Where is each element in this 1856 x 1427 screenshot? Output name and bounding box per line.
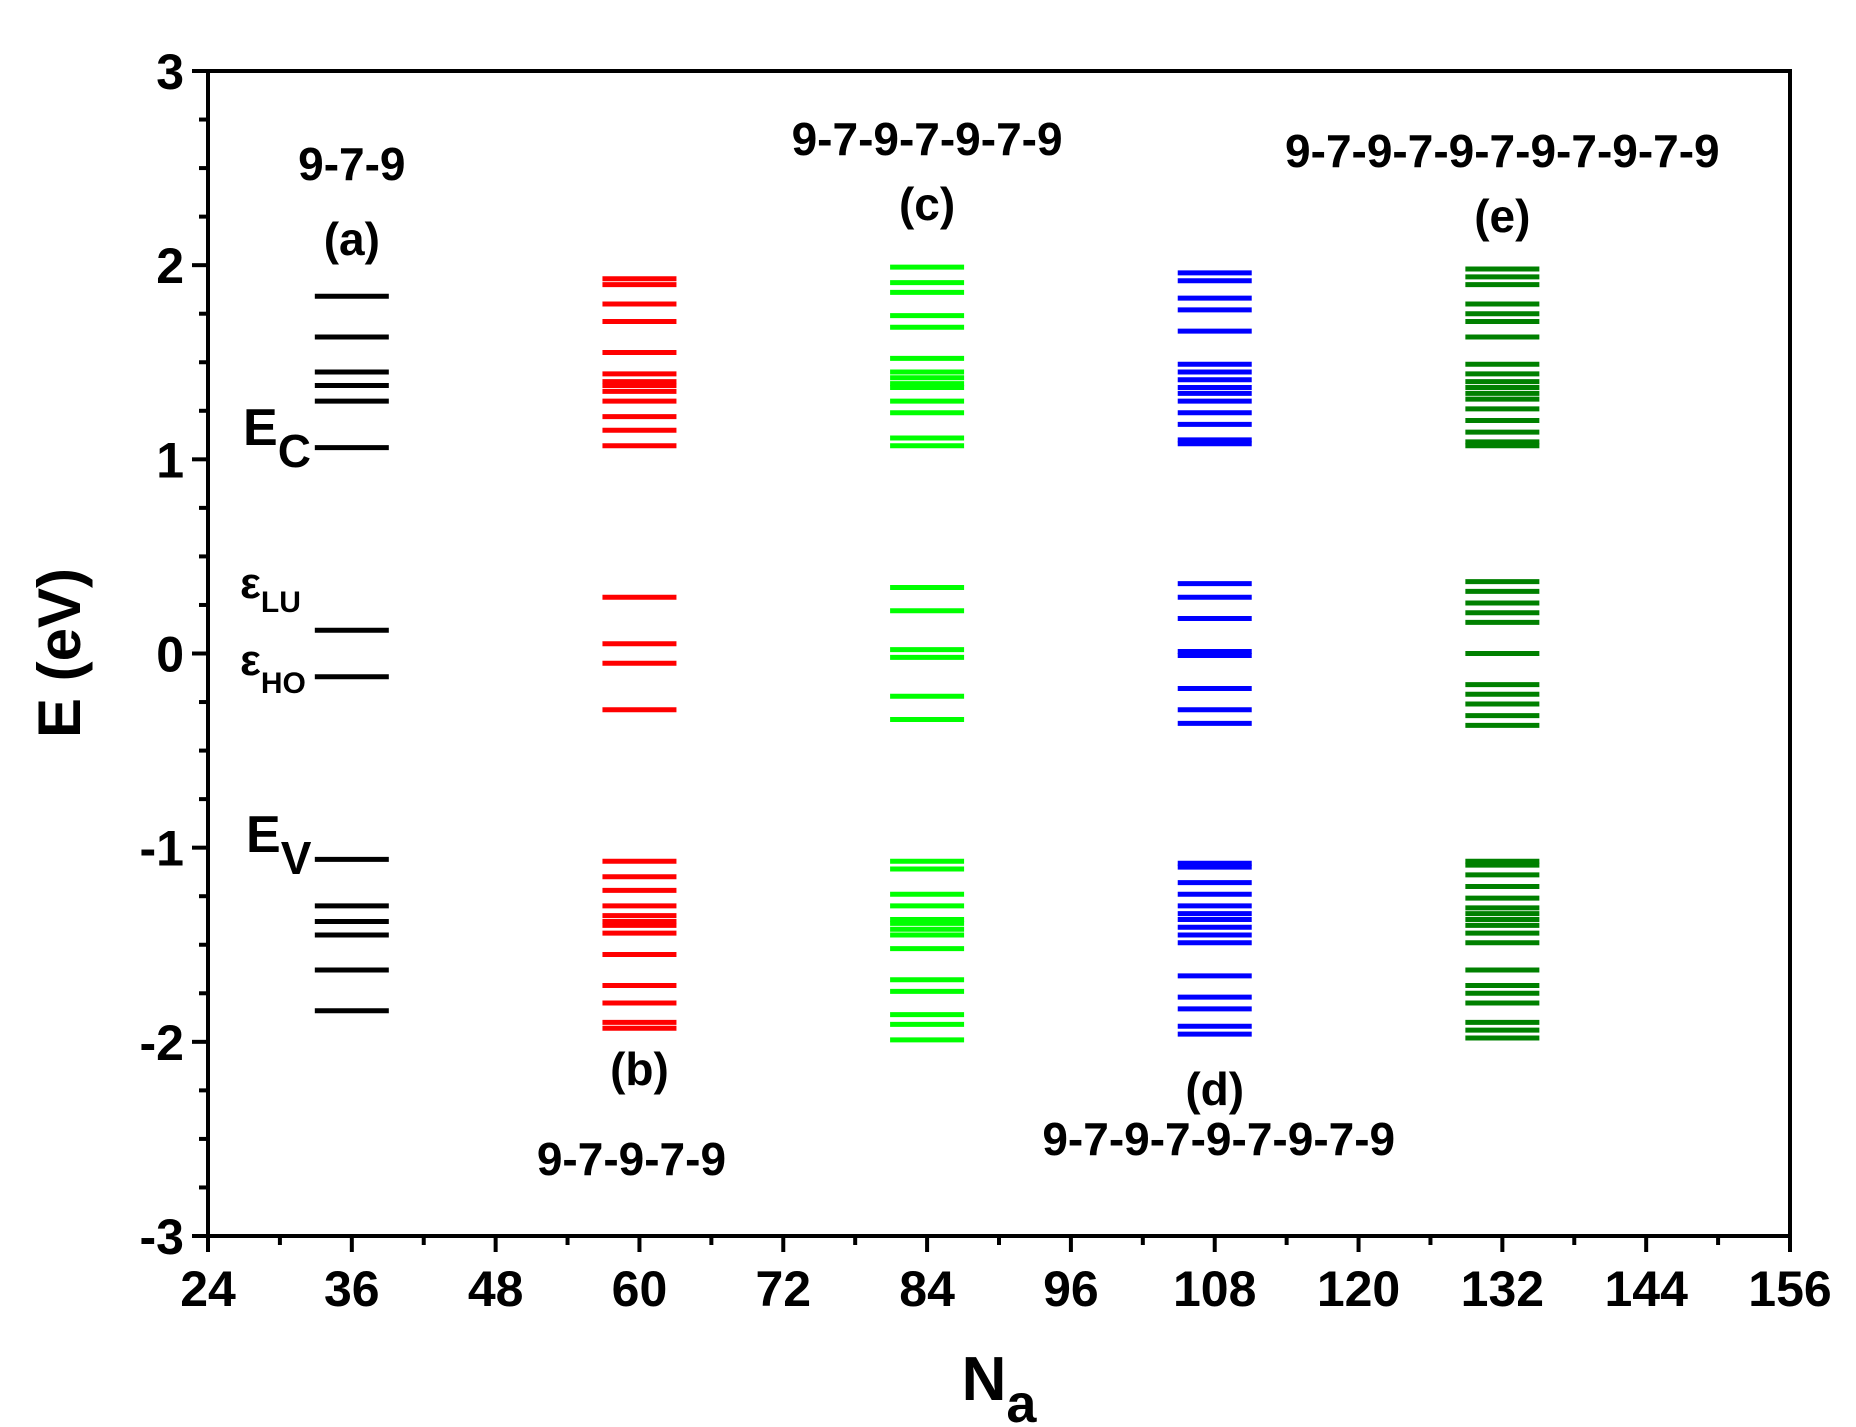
x-tick-label: 144 [1604,1261,1688,1317]
x-tick-label: 36 [324,1261,380,1317]
series-structure-label: 9-7-9-7-9-7-9 [792,113,1063,165]
elu-main: ε [240,559,261,608]
ec-annotation: EC [243,399,311,477]
x-axis-title-sub: a [1006,1374,1037,1427]
ev-main: E [246,806,281,864]
x-tick-label: 108 [1173,1261,1256,1317]
x-tick-label: 120 [1317,1261,1400,1317]
series-panel-label: (d) [1185,1063,1244,1115]
elu-annotation: εLU [240,559,301,619]
x-tick-label: 84 [899,1261,955,1317]
x-tick-label: 72 [755,1261,811,1317]
x-tick-label: 60 [612,1261,668,1317]
eho-main: ε [240,636,261,685]
y-tick-label: -2 [140,1015,184,1071]
series-structure-label: 9-7-9-7-9-7-9-7-9-7-9 [1285,125,1720,177]
ec-main: E [243,399,278,457]
y-tick-label: 3 [156,44,184,100]
y-tick-label: 2 [156,238,184,294]
series-panel-label: (a) [324,213,380,265]
series-structure-label: 9-7-9-7-9-7-9-7-9 [1042,1113,1395,1165]
y-tick-label: -1 [140,821,184,877]
x-tick-label: 24 [180,1261,236,1317]
series-structure-label: 9-7-9 [298,138,405,190]
ev-annotation: EV [246,806,312,884]
ev-sub: V [281,832,312,884]
eho-annotation: εHO [240,636,306,700]
y-tick-label: 0 [156,627,184,683]
series-structure-label: 9-7-9-7-9 [537,1133,726,1185]
series-panel-label: (e) [1474,190,1530,242]
x-tick-label: 48 [468,1261,524,1317]
x-tick-label: 156 [1748,1261,1831,1317]
x-axis-title-main: N [962,1345,1007,1414]
ec-sub: C [278,425,311,477]
x-axis-title: Na [962,1345,1038,1427]
elu-sub: LU [261,586,301,619]
x-tick-label: 132 [1461,1261,1544,1317]
plot-frame [206,69,1792,1238]
eho-sub: HO [261,667,306,700]
series-panel-label: (b) [610,1043,669,1095]
y-axis-title: E (eV) [26,568,93,738]
y-tick-label: -3 [140,1209,184,1265]
y-tick-label: 1 [156,432,184,488]
series-panel-label: (c) [899,178,955,230]
x-tick-label: 96 [1043,1261,1099,1317]
